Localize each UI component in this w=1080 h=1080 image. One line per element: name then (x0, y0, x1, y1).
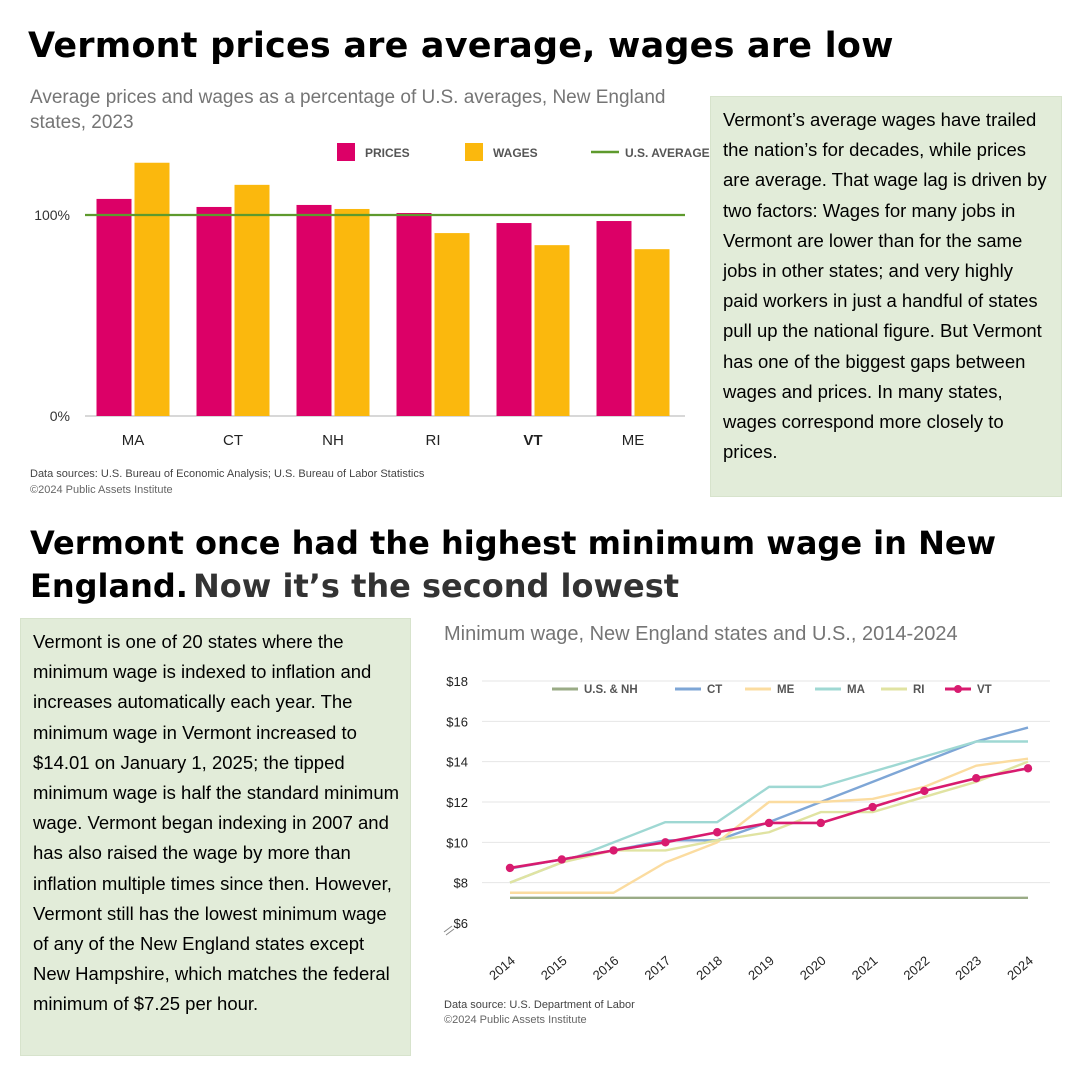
minimum-wage-line-chart: $6 $8 $10 $12 $14 $16 $18 2014 2015 2016 2017 2018 2… (443, 674, 1050, 983)
x-tick-label: ME (622, 432, 645, 449)
legend-label: CT (707, 684, 722, 696)
point-vt (920, 786, 929, 796)
x-tick-label: NH (322, 432, 344, 449)
point-vt (868, 802, 877, 812)
bar-prices-ma (96, 198, 132, 416)
x-tick-label: 2023 (952, 953, 984, 983)
chart1-copyright: ©2024 Public Assets Institute (30, 484, 173, 496)
point-vt (972, 774, 981, 783)
wages-explanation-panel: Vermont’s average wages have trailed the… (710, 96, 1062, 497)
prices-wages-bar-chart: 0% 100% MA CT NH RI VT ME PRICES WAGES U.S. AVERAG… (34, 143, 710, 449)
point-vt (661, 838, 670, 847)
bar-prices-me (596, 221, 632, 416)
x-tick-label: VT (523, 432, 542, 449)
chart2-copyright: ©2024 Public Assets Institute (444, 1014, 587, 1026)
legend-label: U.S. & NH (584, 684, 638, 696)
y-tick-label: $10 (446, 835, 468, 850)
chart1-title: Average prices and wages as a percentage… (30, 87, 666, 133)
y-tick-label: 100% (34, 207, 70, 223)
chart2-source: Data source: U.S. Department of Labor (444, 999, 635, 1011)
bar-wages-ri (434, 233, 470, 416)
legend-label: RI (913, 684, 925, 696)
x-tick-label: 2021 (849, 953, 881, 983)
headline-minimum-wage-part1: Vermont once had the highest minimum wag… (30, 524, 997, 605)
y-tick-label: $14 (446, 755, 468, 770)
y-tick-label: $18 (446, 674, 468, 689)
x-tick-label: 2015 (538, 953, 570, 983)
y-tick-label: 0% (50, 408, 70, 424)
headline-prices-wages: Vermont prices are average, wages are lo… (28, 26, 894, 66)
axis-break-mark (443, 925, 455, 936)
legend-marker (954, 685, 962, 693)
point-vt (505, 863, 515, 873)
bar-wages-nh (334, 208, 370, 416)
x-tick-label: 2014 (486, 953, 518, 983)
bar-prices-ri (396, 212, 432, 416)
y-tick-label: $8 (454, 876, 468, 891)
x-tick-label: 2022 (901, 953, 933, 983)
headline-minimum-wage: Vermont once had the highest minimum wag… (30, 522, 1060, 608)
y-tick-label: $12 (446, 795, 468, 810)
legend-swatch-wages (465, 143, 483, 161)
chart1-legend: PRICES WAGES U.S. AVERAGE (337, 143, 710, 161)
bar-prices-nh (296, 204, 332, 416)
bar-prices-ct (196, 206, 232, 416)
wages-explanation-text: Vermont’s average wages have trailed the… (723, 109, 1047, 463)
x-tick-label: 2018 (693, 953, 725, 983)
x-tick-label: CT (223, 432, 243, 449)
line-ma (509, 740, 1028, 884)
point-vt (816, 818, 825, 828)
bar-prices-vt (496, 223, 532, 416)
y-tick-label: $16 (446, 714, 468, 729)
y-tick-label: $6 (454, 916, 468, 931)
minimum-wage-explanation-text: Vermont is one of 20 states where the mi… (33, 631, 400, 1015)
point-vt (713, 828, 722, 837)
x-tick-label: 2016 (590, 953, 622, 983)
minimum-wage-explanation-panel: Vermont is one of 20 states where the mi… (20, 618, 411, 1056)
legend-label: U.S. AVERAGE (625, 146, 710, 160)
point-vt (764, 818, 774, 828)
point-vt (557, 855, 566, 864)
bar-wages-ct (234, 184, 270, 416)
headline-minimum-wage-part2: Now it’s the second lowest (193, 567, 680, 605)
x-tick-label: RI (426, 432, 441, 449)
chart2-legend: U.S. & NH CT ME MA RI VT (552, 684, 992, 696)
chart1-source: Data sources: U.S. Bureau of Economic An… (30, 468, 425, 480)
x-tick-label: 2024 (1004, 953, 1036, 983)
legend-label: ME (777, 684, 795, 696)
line-me (510, 757, 1029, 894)
legend-label: VT (977, 684, 992, 696)
x-tick-label: 2019 (745, 953, 777, 983)
legend-label: MA (847, 684, 865, 696)
chart2-title: Minimum wage, New England states and U.S… (444, 623, 958, 645)
legend-label: PRICES (365, 146, 410, 160)
point-vt (609, 846, 618, 855)
bar-wages-vt (534, 245, 570, 416)
x-tick-label: MA (122, 432, 145, 449)
point-vt (1023, 764, 1033, 773)
x-tick-label: 2017 (642, 953, 674, 983)
legend-swatch-prices (337, 143, 355, 161)
bar-wages-ma (134, 162, 170, 416)
legend-label: WAGES (493, 146, 538, 160)
bar-wages-me (634, 249, 670, 416)
x-tick-label: 2020 (797, 953, 829, 983)
